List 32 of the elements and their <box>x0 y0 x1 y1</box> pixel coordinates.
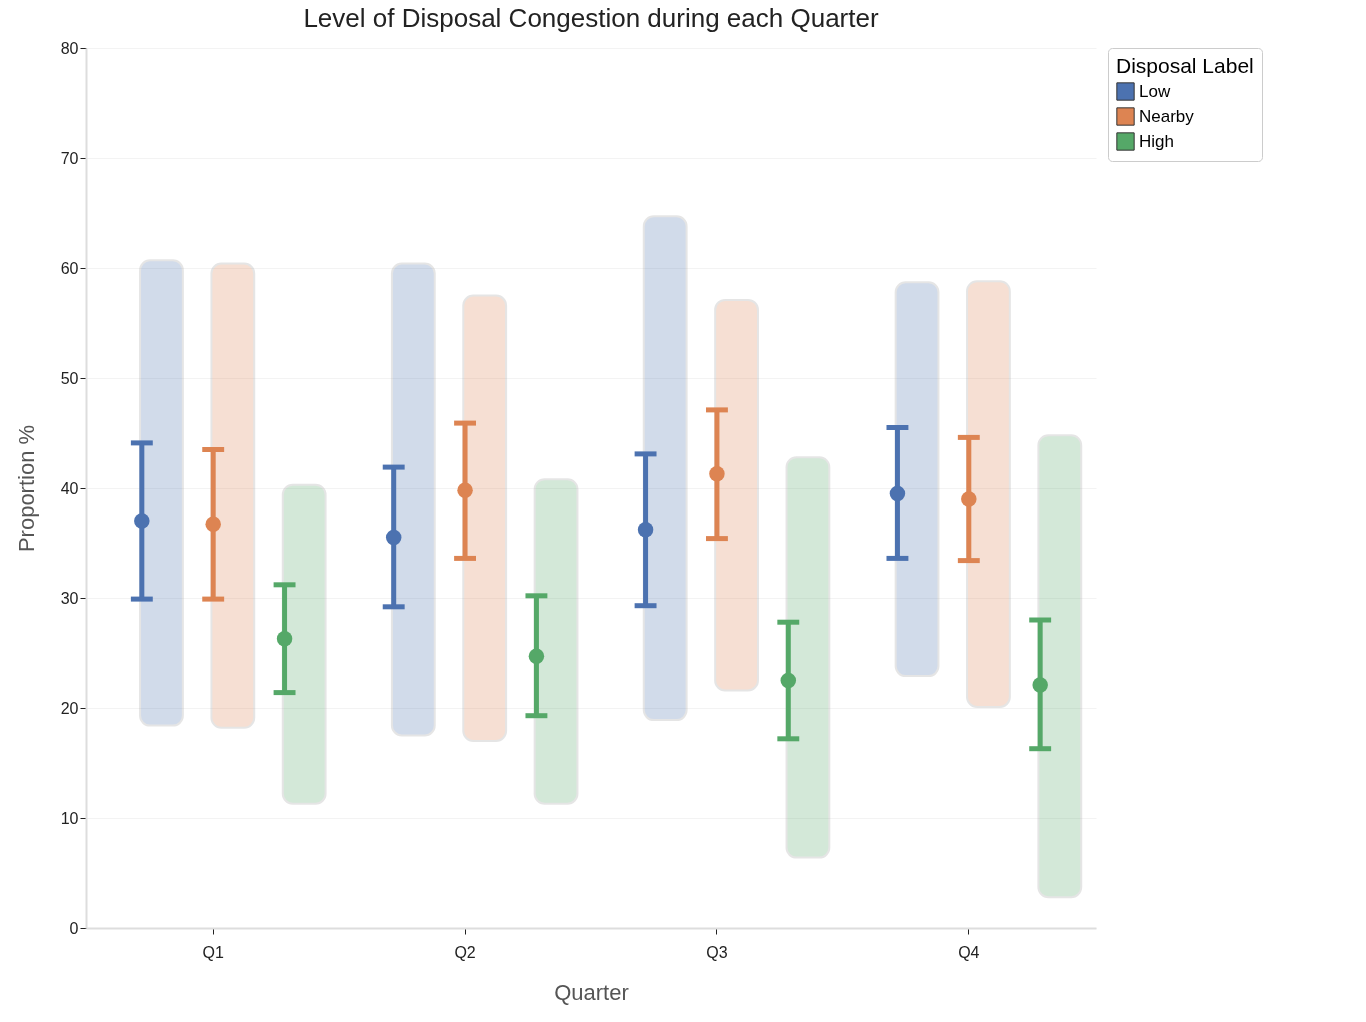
y-tick-label: 30 <box>60 589 79 607</box>
y-tick-label: 60 <box>60 259 79 277</box>
bar <box>642 215 688 722</box>
x-tick-label: Q3 <box>706 943 728 961</box>
y-tick-label: 10 <box>60 809 79 827</box>
bar <box>785 456 831 859</box>
bar <box>1037 434 1083 899</box>
x-axis-title: Quarter <box>554 979 629 1005</box>
y-tick-label: 20 <box>60 699 79 717</box>
bar <box>894 281 940 678</box>
chart-title: Level of Disposal Congestion during each Quarter <box>303 3 879 33</box>
y-tick-label: 40 <box>60 479 79 497</box>
y-tick-label: 80 <box>60 39 79 57</box>
bar <box>139 259 184 727</box>
legend-title: Disposal Label <box>1116 54 1254 77</box>
x-tick-label: Q2 <box>454 943 476 961</box>
x-tick-label: Q4 <box>958 943 980 961</box>
y-tick-label: 50 <box>60 369 79 387</box>
legend-label: High <box>1139 131 1174 151</box>
y-tick-label: 0 <box>69 919 79 937</box>
bar <box>281 483 327 805</box>
legend-label: Nearby <box>1139 106 1195 126</box>
legend-label: Low <box>1139 81 1171 101</box>
bar <box>210 262 256 729</box>
y-axis-title: Proportion % <box>13 424 39 553</box>
x-tick-label: Q1 <box>202 943 224 961</box>
bar <box>966 280 1011 708</box>
bar <box>390 262 436 737</box>
bar <box>462 294 508 742</box>
y-tick-label: 70 <box>60 149 79 167</box>
bar <box>533 478 579 805</box>
bar <box>714 298 759 692</box>
